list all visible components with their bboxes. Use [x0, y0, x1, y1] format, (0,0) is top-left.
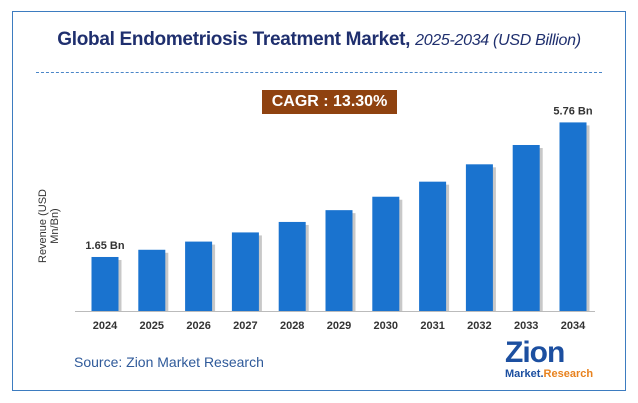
data-label: 5.76 Bn — [553, 105, 592, 117]
data-label: 1.65 Bn — [85, 240, 124, 252]
bar-2031 — [419, 181, 447, 311]
bar-2033 — [512, 144, 540, 311]
title-main: Global Endometriosis Treatment Market, — [57, 29, 411, 50]
x-tick-label: 2026 — [186, 320, 210, 332]
x-tick-label: 2029 — [327, 320, 351, 332]
bar-2030 — [372, 196, 400, 311]
x-tick-label: 2032 — [467, 320, 491, 332]
x-tick-label: 2025 — [140, 320, 164, 332]
bar-2032 — [465, 164, 493, 311]
bar-2034 — [559, 122, 587, 311]
bar-2025 — [138, 249, 166, 311]
x-tick-label: 2031 — [420, 320, 444, 332]
x-tick-label: 2024 — [93, 320, 118, 332]
chart-title: Global Endometriosis Treatment Market, 2… — [0, 29, 638, 51]
bar-2029 — [325, 210, 353, 311]
chart-frame — [12, 11, 626, 391]
bar-2026 — [185, 241, 213, 311]
x-tick-label: 2030 — [374, 320, 398, 332]
x-tick-label: 2027 — [233, 320, 257, 332]
cagr-badge: CAGR : 13.30% — [262, 90, 397, 114]
zion-logo: Zion Market.Research — [505, 338, 595, 382]
divider — [36, 72, 602, 73]
bar-2024 — [91, 256, 119, 311]
logo-brand: Zion — [505, 336, 565, 369]
bar-2028 — [278, 221, 306, 311]
x-tick-label: 2034 — [561, 320, 586, 332]
logo-subtitle: Market.Research — [505, 368, 594, 380]
x-tick-label: 2033 — [514, 320, 538, 332]
source-text: Source: Zion Market Research — [74, 354, 264, 370]
title-sub: 2025-2034 (USD Billion) — [415, 32, 581, 49]
x-tick-label: 2028 — [280, 320, 304, 332]
bar-2027 — [231, 232, 259, 311]
